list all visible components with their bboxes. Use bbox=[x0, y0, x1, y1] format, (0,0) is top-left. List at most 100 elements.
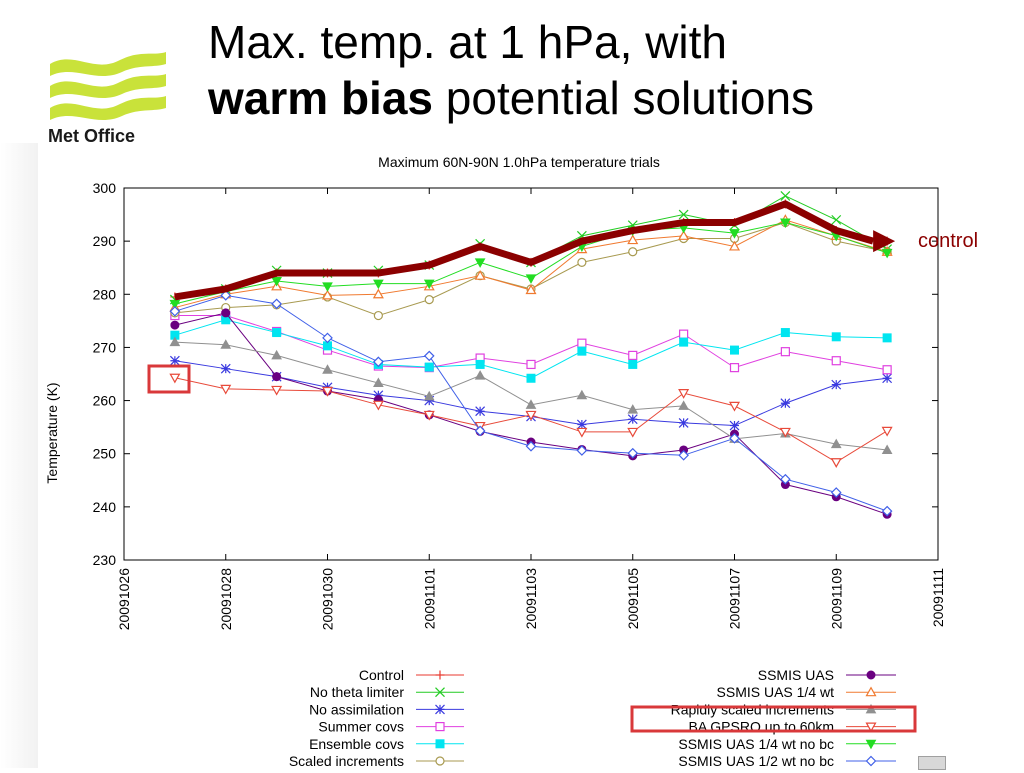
data-point bbox=[831, 356, 841, 366]
title-line-2: warm bias potential solutions bbox=[208, 70, 1008, 126]
legend-label: No assimilation bbox=[309, 701, 404, 717]
met-office-logo: Met Office bbox=[44, 50, 174, 146]
data-point bbox=[271, 277, 282, 287]
x-axis: 20091026 20091028 20091030 20091101 20091103… bbox=[116, 188, 946, 631]
data-point bbox=[373, 310, 383, 321]
data-point bbox=[678, 417, 689, 428]
data-point bbox=[678, 389, 690, 399]
data-point bbox=[220, 290, 232, 301]
data-point bbox=[780, 328, 790, 338]
data-point bbox=[169, 336, 181, 347]
data-point bbox=[881, 505, 893, 517]
title-line-1: Max. temp. at 1 hPa, with bbox=[208, 16, 728, 68]
data-point bbox=[729, 420, 740, 431]
data-point bbox=[423, 390, 435, 401]
chart-panel: Maximum 60N-90N 1.0hPa temperature trial… bbox=[38, 143, 946, 769]
data-point bbox=[729, 363, 740, 373]
data-point bbox=[474, 258, 486, 268]
data-point bbox=[576, 445, 588, 456]
data-point bbox=[679, 329, 689, 339]
data-point bbox=[628, 350, 638, 360]
data-point bbox=[780, 218, 791, 229]
data-point bbox=[627, 447, 639, 459]
data-point bbox=[272, 372, 282, 382]
y-axis: 230 240 250 260 270 280 290 300 bbox=[93, 180, 938, 568]
series-3 bbox=[170, 310, 892, 375]
legend-marker bbox=[865, 686, 877, 697]
legend-label: Control bbox=[359, 667, 404, 683]
x-tick-label: 20091026 bbox=[116, 568, 132, 631]
data-point bbox=[830, 458, 842, 468]
temperature-chart: Maximum 60N-90N 1.0hPa temperature trial… bbox=[44, 154, 946, 769]
data-point bbox=[322, 332, 333, 344]
data-point bbox=[729, 229, 740, 239]
x-tick-label: 20091109 bbox=[828, 568, 844, 629]
y-tick-label: 300 bbox=[93, 180, 117, 196]
series-line bbox=[174, 341, 888, 451]
data-point bbox=[780, 398, 791, 409]
data-point bbox=[169, 373, 181, 384]
data-point bbox=[882, 373, 893, 384]
data-point bbox=[678, 449, 689, 461]
legend-marker bbox=[865, 755, 877, 767]
series-layer bbox=[169, 191, 893, 519]
data-point bbox=[728, 401, 741, 412]
x-tick-label: 20091103 bbox=[523, 568, 539, 629]
data-point bbox=[169, 305, 181, 317]
chart-title: Maximum 60N-90N 1.0hPa temperature trial… bbox=[378, 154, 660, 170]
data-point bbox=[628, 359, 638, 369]
data-point bbox=[831, 214, 842, 225]
data-point bbox=[424, 295, 434, 305]
data-point bbox=[525, 399, 537, 409]
y-tick-label: 280 bbox=[93, 286, 117, 302]
data-point bbox=[576, 389, 588, 400]
data-point bbox=[272, 328, 282, 338]
x-tick-label: 20091105 bbox=[625, 568, 641, 629]
data-point bbox=[730, 345, 739, 355]
legend-label: Scaled increments bbox=[289, 753, 404, 768]
x-tick-label: 20091030 bbox=[320, 568, 336, 631]
data-point bbox=[271, 349, 282, 360]
legend-marker bbox=[866, 670, 876, 680]
y-tick-label: 250 bbox=[93, 446, 117, 462]
x-tick-label: 20091101 bbox=[421, 568, 437, 629]
legend-marker bbox=[865, 703, 877, 714]
data-point bbox=[780, 473, 791, 485]
x-tick-label: 20091107 bbox=[727, 568, 743, 629]
data-point bbox=[628, 247, 638, 257]
data-point bbox=[728, 240, 741, 251]
data-point bbox=[678, 230, 690, 240]
data-point bbox=[271, 298, 282, 310]
legend-marker bbox=[435, 721, 445, 732]
slide-title: Max. temp. at 1 hPa, with warm bias pote… bbox=[208, 14, 1008, 126]
data-point bbox=[577, 257, 587, 268]
legend-marker bbox=[435, 704, 445, 715]
legend-label: Summer covs bbox=[318, 719, 404, 735]
data-point bbox=[169, 299, 181, 310]
series-11 bbox=[169, 290, 893, 517]
data-point bbox=[881, 248, 893, 259]
data-point bbox=[221, 308, 231, 318]
y-tick-label: 240 bbox=[93, 499, 117, 515]
y-tick-label: 230 bbox=[93, 552, 117, 568]
data-point bbox=[423, 350, 435, 362]
series-9 bbox=[169, 373, 893, 468]
chart-frame-shadow bbox=[0, 143, 38, 768]
data-point bbox=[220, 384, 232, 395]
data-point bbox=[577, 338, 587, 348]
data-point bbox=[627, 414, 638, 425]
legend-label: SSMIS UAS bbox=[758, 667, 834, 683]
data-point bbox=[576, 427, 588, 438]
data-point bbox=[831, 379, 842, 390]
legend-marker bbox=[435, 687, 445, 698]
x-tick-label: 20091028 bbox=[218, 568, 234, 631]
x-tick-label: 20091111 bbox=[930, 568, 944, 627]
data-point bbox=[678, 209, 689, 220]
data-point bbox=[729, 432, 740, 444]
legend-marker bbox=[435, 670, 445, 680]
logo-text: Met Office bbox=[48, 126, 135, 145]
legend-marker bbox=[865, 722, 877, 733]
legend-marker bbox=[435, 739, 445, 749]
legend-label: SSMIS UAS 1/2 wt no bc bbox=[678, 753, 834, 768]
y-tick-label: 260 bbox=[93, 393, 117, 409]
